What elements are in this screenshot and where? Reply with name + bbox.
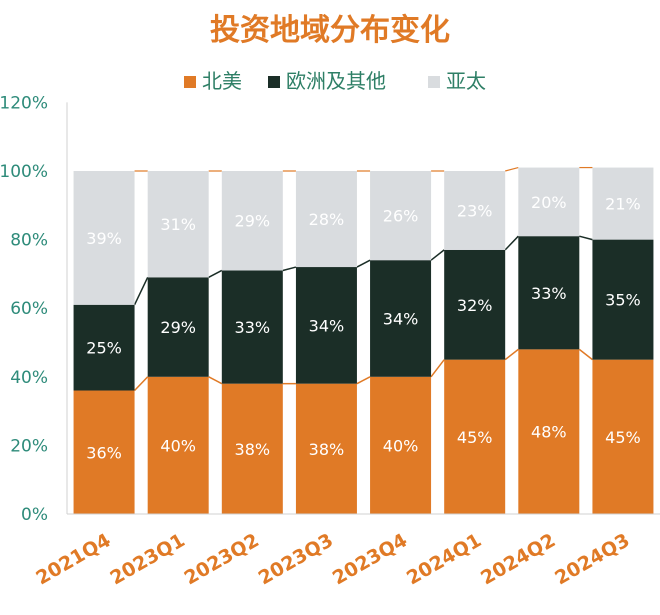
data-labels: 36% 25% 39% 40% 29% 31% 38% 33% 29% 38% 34% 28% 40% 3… (86, 193, 640, 462)
bar-segment (370, 376, 432, 514)
series-connector (133, 277, 149, 306)
y-tick-label: 60% (10, 299, 48, 319)
x-tick-label: 2023Q3 (255, 529, 337, 589)
data-label: 40% (383, 436, 419, 455)
bar-segment (147, 171, 209, 278)
data-label: 28% (309, 210, 345, 229)
bar-segment (73, 304, 135, 391)
data-label: 39% (86, 229, 122, 248)
series-connector (504, 235, 519, 251)
y-tick-label: 80% (10, 231, 48, 251)
data-label: 36% (86, 443, 122, 462)
bar-segment (518, 236, 580, 350)
bar-segment (592, 239, 654, 360)
bar-segment (370, 171, 432, 261)
series-connector (430, 359, 445, 378)
bar-segment (444, 359, 506, 514)
legend-swatch (428, 76, 440, 88)
data-label: 25% (86, 339, 122, 358)
data-label: 34% (309, 316, 345, 335)
series-connectors (133, 166, 593, 392)
data-label: 29% (235, 212, 271, 231)
legend-label: 亚太 (446, 69, 486, 93)
series-connector (505, 166, 519, 172)
legend-swatch (268, 76, 280, 88)
data-label: 33% (235, 318, 271, 337)
data-label: 45% (457, 428, 493, 447)
bar-segment (444, 249, 506, 360)
series-connector (208, 269, 223, 278)
bar-segment (147, 376, 209, 514)
x-tick-label: 2023Q1 (106, 529, 188, 589)
x-tick-label: 2023Q4 (329, 529, 411, 589)
y-tick-label: 20% (10, 436, 48, 456)
data-label: 40% (160, 436, 196, 455)
data-label: 38% (235, 440, 271, 459)
data-label: 32% (457, 296, 493, 315)
bar-segment (73, 171, 135, 305)
series-connector (579, 235, 593, 241)
y-tick-label: 0% (21, 505, 48, 525)
y-axis: 0% 20% 40% 60% 80% 100% 120% (0, 93, 68, 525)
bar-segment (518, 167, 580, 237)
data-label: 26% (383, 207, 419, 226)
data-label: 48% (531, 423, 567, 442)
series-connector (134, 376, 149, 392)
legend: 北美 欧洲及其他 亚太 (184, 69, 486, 93)
data-label: 29% (160, 318, 196, 337)
series-connector (356, 259, 371, 268)
y-tick-label: 100% (0, 162, 48, 182)
bar-segment (444, 171, 506, 250)
data-label: 38% (309, 440, 345, 459)
bar-segment (295, 171, 357, 268)
series-connector (282, 266, 297, 272)
x-tick-label: 2024Q3 (551, 529, 633, 589)
series-connector (504, 348, 519, 361)
data-label: 35% (605, 291, 641, 310)
series-connector (430, 249, 445, 261)
x-tick-label: 2024Q2 (477, 529, 559, 589)
bar-segment (221, 171, 283, 271)
data-label: 31% (160, 215, 196, 234)
bar-segment (221, 383, 283, 514)
data-label: 21% (605, 195, 641, 214)
x-axis: 2021Q42023Q12023Q22023Q32023Q42024Q12024… (32, 513, 660, 589)
legend-label: 欧洲及其他 (286, 69, 386, 93)
data-label: 33% (531, 284, 567, 303)
bar-segment (518, 349, 580, 514)
data-label: 23% (457, 201, 493, 220)
data-label: 34% (383, 309, 419, 328)
y-tick-label: 40% (10, 368, 48, 388)
bar-segment (592, 359, 654, 514)
bar-segment (295, 267, 357, 384)
bars (73, 167, 654, 514)
bar-segment (592, 167, 654, 240)
legend-swatch (184, 76, 196, 88)
bar-segment (370, 260, 432, 377)
x-tick-label: 2024Q1 (403, 529, 485, 589)
bar-segment (221, 270, 283, 384)
series-connector (578, 348, 593, 361)
x-tick-label: 2023Q2 (181, 529, 263, 589)
chart-title: 投资地域分布变化 (210, 13, 450, 48)
series-connector (356, 376, 371, 385)
data-label: 20% (531, 193, 567, 212)
bar-segment (295, 383, 357, 514)
bar-segment (147, 277, 209, 377)
legend-label: 北美 (202, 69, 242, 93)
series-connector (208, 376, 223, 385)
y-tick-label: 120% (0, 93, 48, 113)
data-label: 45% (605, 428, 641, 447)
x-tick-label: 2021Q4 (32, 529, 114, 589)
bar-segment (73, 390, 135, 514)
